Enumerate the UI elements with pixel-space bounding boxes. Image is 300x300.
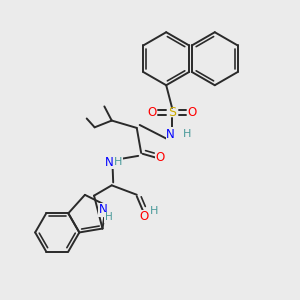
Text: O: O — [156, 151, 165, 164]
Text: O: O — [140, 210, 149, 223]
Text: O: O — [147, 106, 157, 119]
Text: H: H — [114, 158, 123, 167]
Text: N: N — [99, 203, 107, 216]
Text: H: H — [150, 206, 159, 216]
Text: N: N — [166, 128, 175, 141]
Text: O: O — [188, 106, 197, 119]
Text: S: S — [168, 106, 176, 119]
Text: H: H — [183, 129, 192, 140]
Text: N: N — [104, 156, 113, 169]
Text: H: H — [105, 212, 113, 222]
